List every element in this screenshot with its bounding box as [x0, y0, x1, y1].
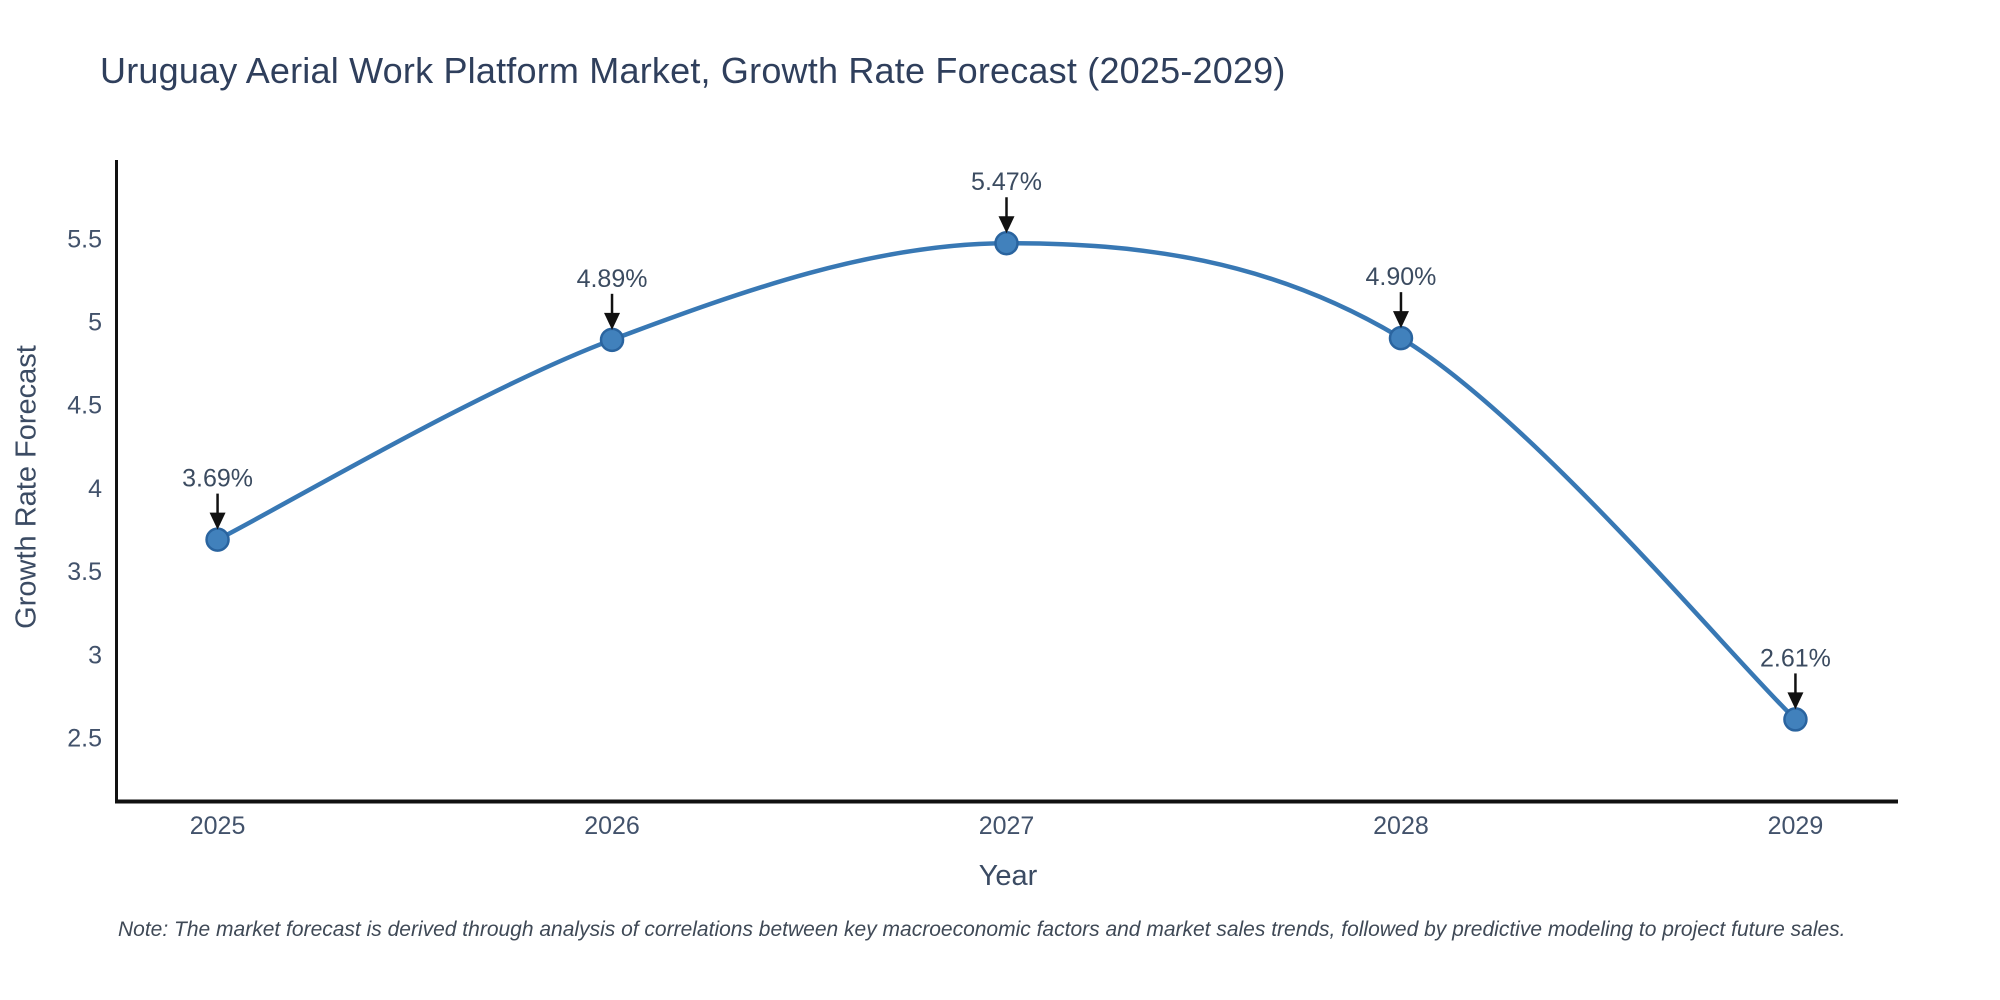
annotation-label: 5.47% [971, 168, 1042, 196]
footnote: Note: The market forecast is derived thr… [118, 918, 1846, 941]
annotation-arrow-head [998, 216, 1015, 234]
y-tick-label: 4.5 [67, 392, 102, 420]
x-tick-label: 2026 [584, 812, 640, 840]
chart-title: Uruguay Aerial Work Platform Market, Gro… [100, 50, 1286, 91]
data-point-marker [205, 527, 230, 552]
x-tick-label: 2027 [979, 812, 1035, 840]
annotation-arrow-head [1787, 692, 1804, 710]
data-point-marker [1388, 325, 1414, 351]
x-tick-label: 2025 [190, 812, 246, 840]
annotation-label: 3.69% [182, 465, 253, 493]
forecast-line [215, 240, 1798, 722]
annotation-label: 4.89% [577, 265, 648, 293]
annotation-arrow-head [604, 312, 621, 330]
y-tick-label: 4 [88, 475, 102, 503]
y-axis-title: Growth Rate Forecast [10, 345, 43, 629]
annotation-label: 2.61% [1760, 644, 1831, 672]
y-tick-label: 2.5 [67, 725, 102, 753]
y-tick-label: 5 [88, 308, 102, 336]
annotation-arrow-head [209, 512, 226, 530]
x-axis-title: Year [978, 860, 1038, 892]
data-point-marker [1783, 707, 1808, 732]
annotation-label: 4.90% [1366, 263, 1437, 291]
x-tick-label: 2029 [1768, 812, 1824, 840]
y-tick-label: 5.5 [67, 225, 102, 253]
y-tick-label: 3.5 [67, 558, 102, 586]
annotation-arrow-head [1392, 311, 1409, 329]
y-tick-label: 3 [88, 641, 102, 669]
data-point-marker [994, 230, 1019, 256]
x-tick-label: 2028 [1373, 812, 1429, 840]
data-point-marker [599, 327, 625, 353]
